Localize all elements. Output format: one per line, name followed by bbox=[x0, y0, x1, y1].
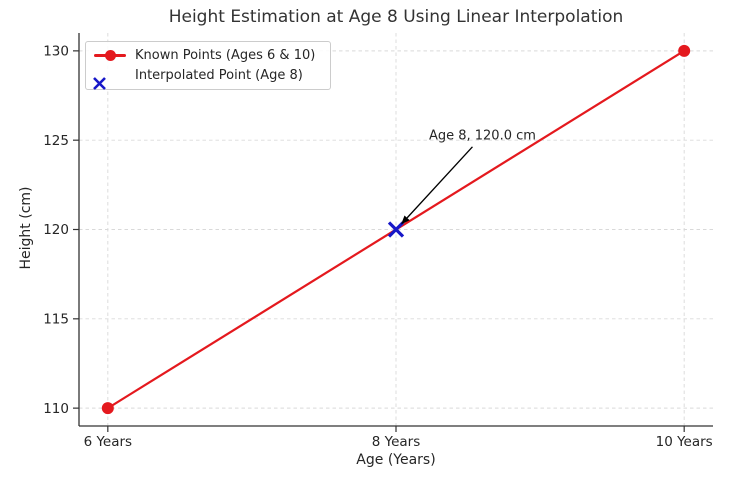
annotation-arrowhead bbox=[401, 215, 410, 225]
x-tick-label: 8 Years bbox=[372, 434, 421, 450]
x-axis-label: Age (Years) bbox=[356, 452, 436, 468]
annotation-label: Age 8, 120.0 cm bbox=[429, 128, 536, 143]
legend-label-interpolated-point: Interpolated Point (Age 8) bbox=[135, 68, 303, 84]
y-tick-label: 125 bbox=[43, 133, 69, 149]
annotation-arrow-line bbox=[406, 146, 473, 219]
data-point-marker bbox=[678, 44, 691, 57]
red-line-dot-marker-icon bbox=[92, 49, 128, 61]
x-tick-label: 6 Years bbox=[84, 434, 133, 450]
x-tick-label: 10 Years bbox=[656, 434, 713, 450]
legend-item-known-points: Known Points (Ages 6 & 10) bbox=[92, 45, 322, 66]
y-tick-label: 115 bbox=[43, 312, 69, 328]
y-tick-label: 120 bbox=[43, 222, 69, 238]
y-tick-label: 130 bbox=[43, 44, 69, 60]
series-layer bbox=[101, 44, 691, 415]
y-axis-label: Height (cm) bbox=[18, 186, 34, 270]
chart-title: Height Estimation at Age 8 Using Linear … bbox=[168, 7, 624, 27]
legend-label-known-points: Known Points (Ages 6 & 10) bbox=[135, 47, 316, 63]
axis-layer: 110 115 120 125 130 6 Years 8 Years 10 Years bbox=[43, 33, 713, 450]
data-point-marker bbox=[101, 402, 114, 415]
annotation-layer: Age 8, 120.0 cm bbox=[401, 128, 536, 225]
interpolated-point-marker bbox=[387, 221, 405, 238]
y-tick-label: 110 bbox=[43, 401, 69, 417]
legend-item-interpolated-point: Interpolated Point (Age 8) bbox=[92, 66, 322, 90]
legend: Known Points (Ages 6 & 10) Interpolated … bbox=[85, 41, 331, 90]
